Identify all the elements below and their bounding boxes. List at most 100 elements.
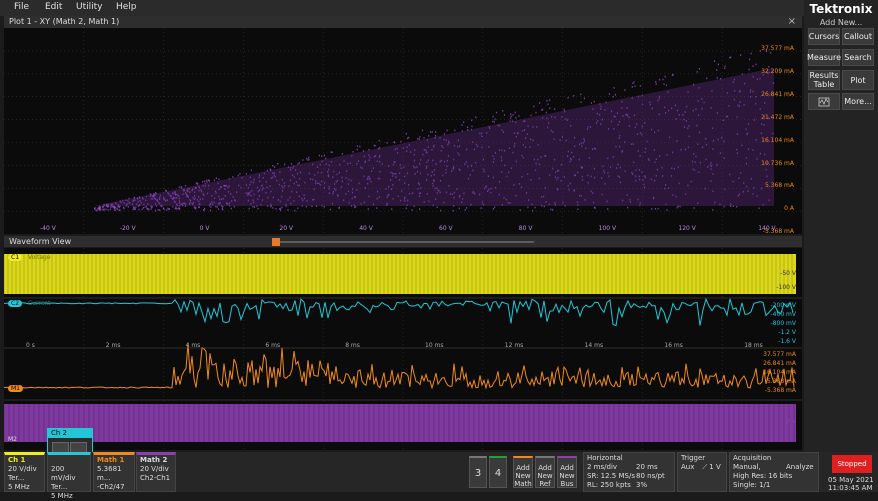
ch2-waveform: [3, 297, 794, 327]
xy-point: [710, 180, 712, 182]
xy-point: [284, 185, 286, 187]
xy-point: [453, 165, 455, 168]
plot-button[interactable]: Plot: [842, 70, 874, 90]
add-new-icon-button[interactable]: [808, 93, 840, 110]
add-new-ref-button[interactable]: Add New Ref: [535, 456, 555, 488]
xy-point: [608, 128, 610, 130]
xy-point: [512, 114, 514, 116]
xy-point: [133, 208, 136, 210]
xy-point: [394, 148, 396, 151]
xy-point: [153, 193, 155, 195]
xy-point: [543, 205, 545, 208]
acquisition-badge[interactable]: Acquisition Manual, Analyze High Res: 16 …: [729, 452, 819, 492]
xy-point: [429, 131, 432, 133]
xy-point: [654, 179, 656, 182]
xy-point: [501, 159, 503, 162]
m1-y-tick-label: 16.104 mA: [763, 369, 796, 376]
ch1-badge[interactable]: Ch 1 20 V/div Ter... 5 MHz: [4, 452, 45, 492]
xy-point: [466, 126, 469, 128]
xy-point: [436, 206, 438, 208]
xy-point: [414, 173, 416, 175]
xy-point: [101, 208, 103, 211]
xy-point: [258, 176, 260, 179]
xy-point: [186, 190, 188, 192]
measure-button[interactable]: Measure: [807, 49, 841, 66]
xy-point: [182, 188, 184, 191]
ch2-badge[interactable]: 200 mV/div Ter... 5 MHz: [47, 452, 91, 500]
menu-help[interactable]: Help: [116, 2, 137, 12]
search-button[interactable]: Search: [842, 49, 874, 66]
trigger-badge[interactable]: Trigger Aux ⟋ 1 V: [677, 452, 727, 492]
xy-point: [118, 206, 120, 209]
xy-point: [128, 197, 130, 200]
xy-point: [637, 95, 640, 98]
add-new-math-button[interactable]: Add New Math: [513, 456, 533, 488]
xy-point: [625, 114, 627, 116]
rising-edge-icon: ⟋: [702, 463, 708, 471]
xy-point: [627, 206, 629, 209]
xy-point: [168, 193, 170, 195]
close-icon[interactable]: ×: [787, 16, 796, 27]
xy-point: [103, 205, 105, 207]
xy-point: [144, 206, 146, 208]
xy-point: [736, 152, 738, 154]
xy-point: [332, 176, 334, 178]
xy-point: [736, 206, 738, 208]
cursors-button[interactable]: Cursors: [808, 28, 840, 45]
xy-point: [683, 126, 686, 128]
channel-3-button[interactable]: 3: [469, 456, 487, 488]
xy-point: [208, 179, 210, 182]
xy-point: [736, 116, 738, 118]
xy-point: [379, 154, 381, 157]
xy-point: [440, 209, 442, 212]
more-button[interactable]: More...: [842, 93, 874, 110]
xy-point: [357, 160, 360, 162]
xy-point: [217, 203, 220, 205]
xy-point: [103, 204, 105, 206]
menu-utility[interactable]: Utility: [76, 2, 103, 12]
math1-badge[interactable]: Math 1 5.3681 m... -Ch2/47: [93, 452, 135, 492]
zoom-overview-bar[interactable]: [269, 238, 539, 246]
xy-point: [764, 102, 766, 104]
xy-point: [463, 192, 465, 195]
xy-point: [443, 160, 446, 163]
xy-point: [761, 187, 763, 190]
xy-point: [306, 200, 308, 202]
channel-4-button[interactable]: 4: [489, 456, 507, 488]
callout-button[interactable]: Callout: [842, 28, 874, 45]
xy-point: [191, 189, 193, 192]
xy-point: [504, 149, 506, 152]
xy-point: [378, 139, 380, 142]
xy-point: [662, 78, 664, 81]
xy-point: [545, 155, 547, 157]
xy-point: [471, 125, 473, 128]
xy-y-tick-label: 16.104 mA: [761, 136, 794, 144]
xy-point: [103, 209, 105, 211]
xy-point: [281, 185, 283, 187]
run-stop-button[interactable]: Stopped: [832, 455, 872, 473]
xy-y-tick-label: 10.736 mA: [761, 159, 794, 167]
xy-point: [410, 151, 412, 153]
xy-point: [506, 175, 508, 178]
math2-badge[interactable]: Math 2 20 V/div Ch2-Ch1: [136, 452, 176, 492]
xy-point: [732, 81, 734, 83]
xy-point: [563, 108, 565, 111]
xy-point: [431, 171, 433, 173]
xy-point: [720, 78, 722, 80]
results-table-button[interactable]: Results Table: [808, 70, 840, 90]
xy-point: [573, 189, 575, 191]
horizontal-badge[interactable]: Horizontal 2 ms/div 20 ms SR: 12.5 MS/s 80…: [583, 452, 675, 492]
xy-point: [701, 107, 703, 110]
xy-point: [457, 139, 459, 142]
xy-point: [664, 187, 666, 190]
xy-point: [138, 204, 140, 207]
xy-point: [728, 105, 730, 107]
menu-file[interactable]: File: [14, 2, 30, 12]
xy-point: [137, 197, 139, 200]
menu-edit[interactable]: Edit: [45, 2, 63, 12]
add-new-bus-button[interactable]: Add New Bus: [557, 456, 577, 488]
xy-point: [270, 177, 272, 180]
xy-point: [553, 138, 555, 140]
xy-point: [752, 149, 754, 151]
xy-point: [328, 186, 330, 188]
